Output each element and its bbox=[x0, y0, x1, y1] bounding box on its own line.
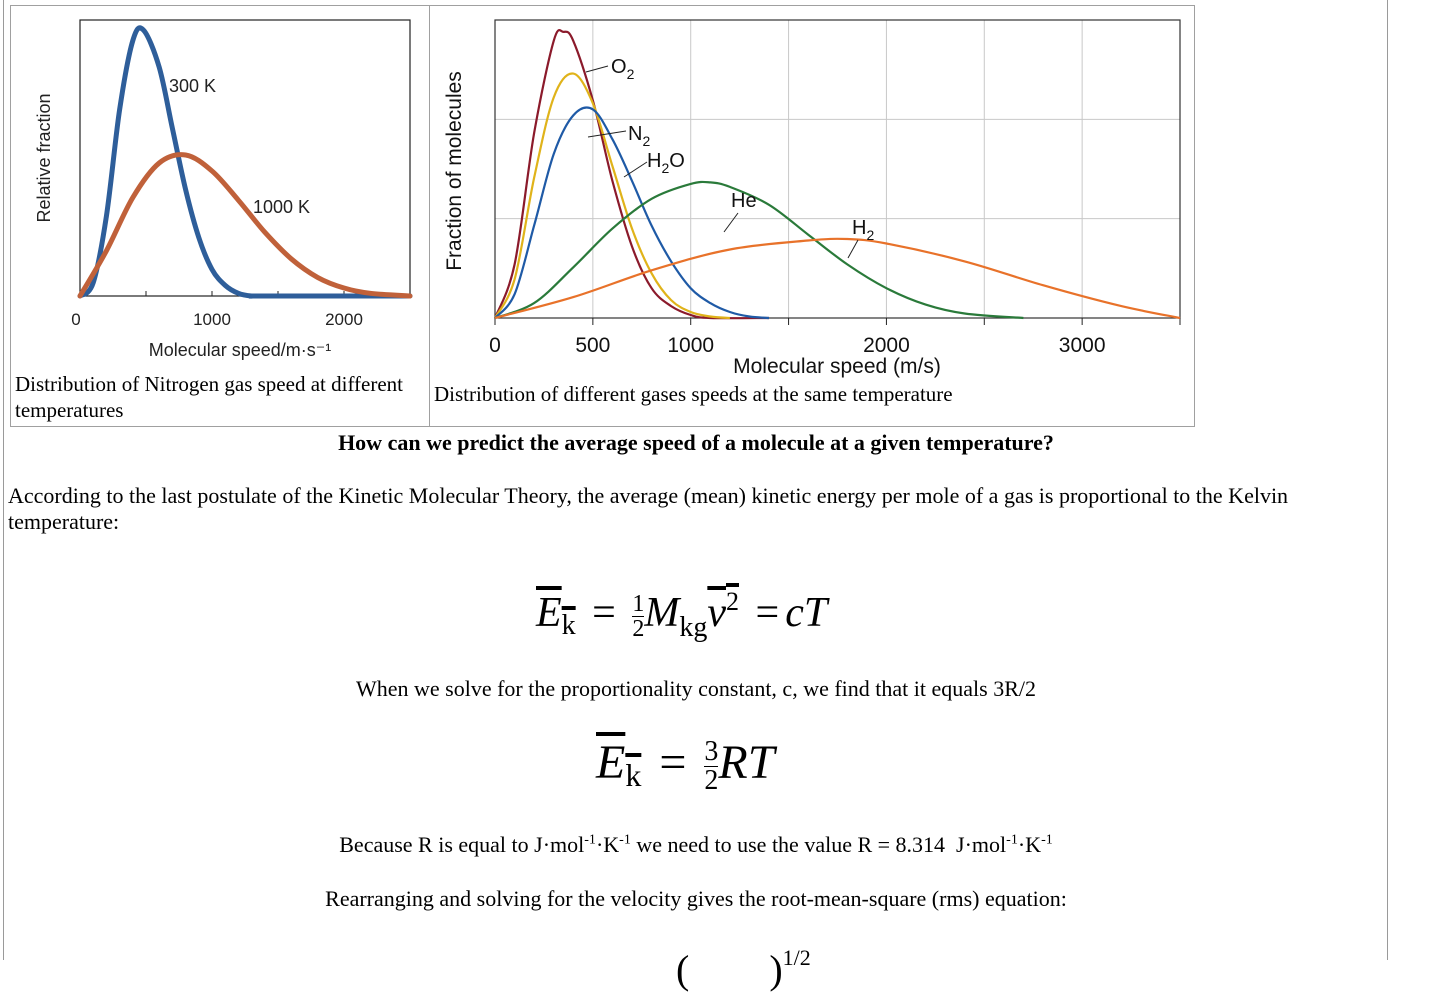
caption-left: Distribution of Nitrogen gas speed at di… bbox=[15, 372, 404, 422]
chart2-series-label: O2 bbox=[611, 56, 635, 82]
chart2-x-tick-label: 0 bbox=[489, 334, 501, 357]
eq2-den: 2 bbox=[704, 765, 719, 797]
eq3-exponent: 1/2 bbox=[782, 945, 811, 970]
kinetic-energy-rt-equation: Ek = 3 2 RT bbox=[596, 730, 774, 808]
eq1-equals2: = bbox=[755, 590, 780, 636]
chart2-series-label: N2 bbox=[628, 123, 650, 149]
chart2-label-leader bbox=[847, 239, 859, 259]
caption-right: Distribution of different gases speeds a… bbox=[434, 382, 953, 406]
eq3-open-paren: ( bbox=[676, 947, 690, 992]
page-border-right bbox=[1387, 0, 1388, 960]
eq2-rhs: RT bbox=[718, 736, 775, 789]
question-heading: How can we predict the average speed of … bbox=[338, 430, 1054, 455]
chart2-plot-frame bbox=[494, 19, 1181, 319]
chart2-x-tick-label: 2000 bbox=[863, 334, 910, 357]
chart2-series-line-1 bbox=[494, 72, 730, 320]
gas-constant-text: Because R is equal to J·mol-1·K-1 we nee… bbox=[0, 832, 1392, 858]
eq2-equals: = bbox=[659, 736, 687, 789]
chart2-x-tick-label: 500 bbox=[575, 334, 610, 357]
chart2-x-axis-label: Molecular speed (m/s) bbox=[733, 355, 941, 378]
chart1-series-line-0 bbox=[77, 25, 413, 299]
r-text-sup1: -1 bbox=[584, 832, 596, 848]
chart2-x-tick-label: 3000 bbox=[1059, 334, 1106, 357]
chart1-series-label: 300 K bbox=[169, 76, 216, 96]
nitrogen-temperature-chart: 0 1000 2000 Molecular speed/m·s⁻¹ Relative f… bbox=[34, 19, 413, 360]
eq2-lhs-sub: k bbox=[625, 757, 642, 793]
eq1-mass-sub: kg bbox=[679, 612, 708, 643]
chart1-series-label: 1000 K bbox=[253, 197, 310, 217]
kmt-paragraph: According to the last postulate of the K… bbox=[8, 483, 1289, 534]
eq3-close-paren: ) bbox=[769, 947, 783, 992]
eq1-half-den: 2 bbox=[632, 615, 645, 642]
chart1-x-axis-label: Molecular speed/m·s⁻¹ bbox=[149, 340, 332, 360]
r-text-part4: ·K bbox=[1017, 832, 1042, 857]
rearrange-text: Rearranging and solving for the velocity… bbox=[325, 886, 1067, 911]
chart1-x-tick-label: 2000 bbox=[325, 310, 363, 329]
eq2-num: 3 bbox=[704, 736, 719, 768]
eq2-lhs: E bbox=[596, 736, 626, 789]
chart1-series-line-1 bbox=[77, 152, 413, 299]
chart2-x-tick-label: 1000 bbox=[667, 334, 714, 357]
r-text-part2: ·K bbox=[595, 832, 620, 857]
figure-table bbox=[10, 5, 1195, 427]
r-text-part3: we need to use the value R = 8.314 J·mol bbox=[630, 832, 1007, 857]
eq2-fraction: 3 2 bbox=[704, 736, 719, 797]
chart2-series-line-3 bbox=[494, 180, 1024, 320]
chart2-label-leader bbox=[587, 130, 627, 138]
gases-speed-chart: 0 500 1000 2000 3000 Molecular speed (m/s) Fra… bbox=[443, 19, 1181, 378]
chart2-y-axis-label: Fraction of molecules bbox=[443, 71, 466, 271]
r-text-sup4: -1 bbox=[1041, 832, 1053, 848]
eq1-rhs: cT bbox=[785, 590, 828, 636]
r-text-sup3: -1 bbox=[1006, 832, 1018, 848]
chart2-series-line-4 bbox=[494, 237, 1181, 320]
chart2-series-label: He bbox=[731, 190, 757, 212]
r-text-part1: Because R is equal to J·mol bbox=[339, 832, 585, 857]
chart2-label-leader bbox=[585, 65, 609, 73]
solve-text: When we solve for the proportionality co… bbox=[355, 676, 1036, 701]
eq1-mass: M bbox=[644, 590, 680, 636]
eq1-v: v bbox=[707, 590, 726, 636]
eq1-lhs-sub: k bbox=[561, 610, 576, 641]
chart2-series-line-2 bbox=[494, 106, 770, 320]
kinetic-energy-equation: Ek = 1 2 Mkgv2 = cT bbox=[536, 572, 827, 658]
eq1-v-sup: 2 bbox=[726, 587, 739, 616]
r-text-sup2: -1 bbox=[619, 832, 631, 848]
chart2-label-leader bbox=[723, 212, 739, 233]
eq1-half: 1 2 bbox=[632, 590, 645, 642]
rms-equation-partial: ()1/2 bbox=[676, 936, 811, 992]
eq1-equals: = bbox=[592, 590, 616, 636]
chart2-label-leader bbox=[623, 161, 648, 178]
page-border-left bbox=[3, 0, 4, 960]
chart1-x-tick-label: 1000 bbox=[193, 310, 231, 329]
chart1-x-tick-label: 0 bbox=[71, 310, 80, 329]
figure-table-divider bbox=[429, 5, 430, 427]
eq1-lhs: E bbox=[536, 590, 562, 636]
chart2-series-label: H2O bbox=[647, 150, 685, 176]
chart2-series-label: H2 bbox=[852, 217, 874, 243]
chart1-y-axis-label: Relative fraction bbox=[34, 93, 54, 222]
eq1-half-num: 1 bbox=[632, 590, 645, 617]
